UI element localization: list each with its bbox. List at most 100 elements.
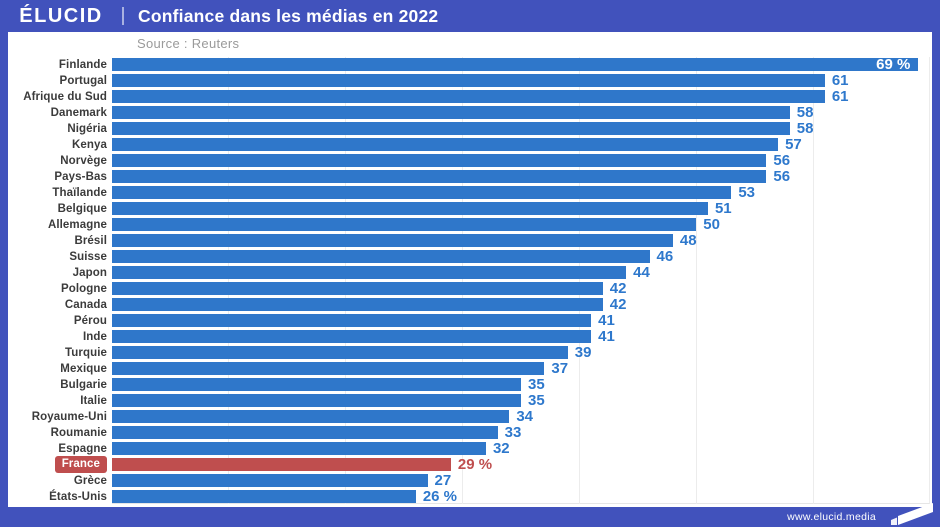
bar-value: 56 — [773, 152, 791, 169]
category-label: États-Unis — [49, 490, 107, 503]
bar-value: 32 — [492, 440, 510, 457]
bar-danemark — [112, 106, 790, 119]
header-separator — [122, 7, 124, 25]
bar-suisse — [112, 250, 650, 263]
gridline — [695, 57, 697, 504]
category-label: Espagne — [58, 442, 107, 455]
footer-url: www.elucid.media — [787, 511, 876, 523]
category-label: Mexique — [60, 362, 107, 375]
gridline — [345, 57, 347, 504]
bar-allemagne — [112, 218, 697, 231]
footer: www.elucid.media — [0, 503, 940, 527]
bar-belgique — [112, 202, 708, 215]
category-label: Bulgarie — [60, 378, 107, 391]
gridline — [228, 57, 230, 504]
bar-value: 29 % — [457, 456, 493, 473]
gridline — [812, 57, 814, 504]
bar-value: 61 — [831, 88, 849, 105]
category-label: Royaume-Uni — [31, 410, 107, 423]
bar-value: 48 — [679, 232, 697, 249]
plot-area: 69 % 61 61 58 58 57 56 56 53 51 50 48 46 44 42 42 41 41 39… — [112, 57, 930, 504]
bar-value: 57 — [785, 136, 802, 153]
category-label: Danemark — [50, 106, 107, 119]
category-label: Norvège — [60, 154, 107, 167]
category-label: France — [8, 456, 107, 473]
bar-value: 61 — [831, 72, 849, 89]
gridline — [462, 57, 464, 504]
bar-portugal — [112, 74, 825, 87]
bar-value: 41 — [598, 328, 615, 345]
bar-tha-lande — [112, 186, 732, 199]
bar-value: 51 — [714, 200, 732, 217]
category-label: Afrique du Sud — [23, 90, 107, 103]
category-label: Italie — [80, 394, 107, 407]
bar-value: 58 — [796, 104, 814, 121]
bar-france — [112, 458, 451, 471]
bar-value: 33 — [504, 424, 522, 441]
bar-inde — [112, 330, 592, 343]
bar-royaume-uni — [112, 410, 510, 423]
category-label: Suisse — [69, 250, 107, 263]
bar-value: 58 — [796, 120, 814, 137]
bar-value: 42 — [609, 280, 627, 297]
bar-value: 46 — [656, 248, 674, 265]
bar-value: 34 — [516, 408, 533, 425]
bar-value: 26 % — [422, 488, 458, 505]
bar-value: 27 — [434, 472, 452, 489]
bar-afrique-du-sud — [112, 90, 825, 103]
bar-pays-bas — [112, 170, 767, 183]
source-label: Source : Reuters — [137, 36, 240, 51]
bar-pologne — [112, 282, 603, 295]
category-label: Japon — [72, 266, 107, 279]
bar-gr-ce — [112, 474, 428, 487]
bar-value: 69 % — [876, 56, 911, 73]
category-label: Portugal — [59, 74, 107, 87]
bar-japon — [112, 266, 627, 279]
bar-kenya — [112, 138, 779, 151]
elucid-flag-logo — [891, 503, 933, 525]
bar-mexique — [112, 362, 545, 375]
category-label: Pologne — [60, 282, 107, 295]
category-label: Finlande — [58, 58, 107, 71]
bar-p-rou — [112, 314, 592, 327]
category-label: Nigéria — [67, 122, 107, 135]
bar-finlande — [112, 58, 919, 71]
category-label: Allemagne — [47, 218, 107, 231]
bar-espagne — [112, 442, 486, 455]
category-label: Inde — [82, 330, 107, 343]
bar-norv-ge — [112, 154, 767, 167]
bar-value: 39 — [574, 344, 592, 361]
category-label: Thaïlande — [52, 186, 107, 199]
bar-turquie — [112, 346, 568, 359]
bar-value: 53 — [738, 184, 756, 201]
category-label: Pays-Bas — [54, 170, 107, 183]
chart-canvas: Source : Reuters 69 % 61 61 58 58 57 56 56 53 51 5… — [8, 32, 932, 507]
bar-value: 37 — [551, 360, 569, 377]
bar-value: 42 — [609, 296, 627, 313]
category-label: Brésil — [74, 234, 107, 247]
category-label: Pérou — [73, 314, 107, 327]
bar-nig-ria — [112, 122, 790, 135]
category-label: Turquie — [64, 346, 107, 359]
bar-canada — [112, 298, 603, 311]
category-label: Kenya — [71, 138, 107, 151]
category-label: Belgique — [57, 202, 107, 215]
gridline — [578, 57, 580, 504]
category-label: Grèce — [73, 474, 107, 487]
bar-value: 44 — [633, 264, 650, 281]
bar-value: 41 — [598, 312, 615, 329]
category-label: Canada — [64, 298, 107, 311]
bar-bulgarie — [112, 378, 521, 391]
bar-value: 35 — [528, 376, 545, 393]
highlight-badge-france: France — [54, 456, 107, 473]
bar-br-sil — [112, 234, 673, 247]
header: ÉLUCID Confiance dans les médias en 2022 — [0, 0, 940, 32]
bar-italie — [112, 394, 521, 407]
bar-roumanie — [112, 426, 498, 439]
category-label: Roumanie — [50, 426, 107, 439]
elucid-logo: ÉLUCID — [19, 4, 103, 27]
bar-value: 50 — [703, 216, 720, 233]
bar-value: 35 — [528, 392, 545, 409]
bar--tats-unis — [112, 490, 416, 503]
